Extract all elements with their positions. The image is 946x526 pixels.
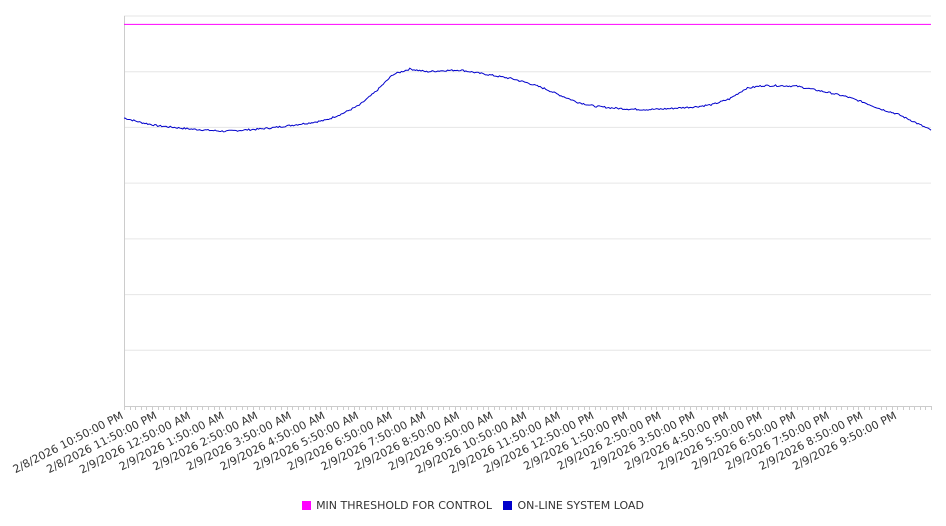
- legend-swatch-threshold: [302, 500, 312, 510]
- legend-swatch-system-load: [503, 500, 513, 510]
- legend-label-system-load: ON-LINE SYSTEM LOAD: [517, 498, 644, 512]
- series-layer: [123, 23, 932, 133]
- legend-label-threshold: MIN THRESHOLD FOR CONTROL: [316, 498, 492, 512]
- axes: [124, 16, 932, 410]
- legend: MIN THRESHOLD FOR CONTROL ON-LINE SYSTEM…: [0, 498, 946, 512]
- legend-item-system-load[interactable]: ON-LINE SYSTEM LOAD: [503, 498, 644, 512]
- legend-item-threshold[interactable]: MIN THRESHOLD FOR CONTROL: [302, 499, 492, 512]
- gridlines: [124, 15, 931, 351]
- x-tick-labels: 2/8/2026 10:50:00 PM2/8/2026 11:50:00 PM…: [11, 409, 899, 476]
- series-line-system-load: [123, 67, 932, 133]
